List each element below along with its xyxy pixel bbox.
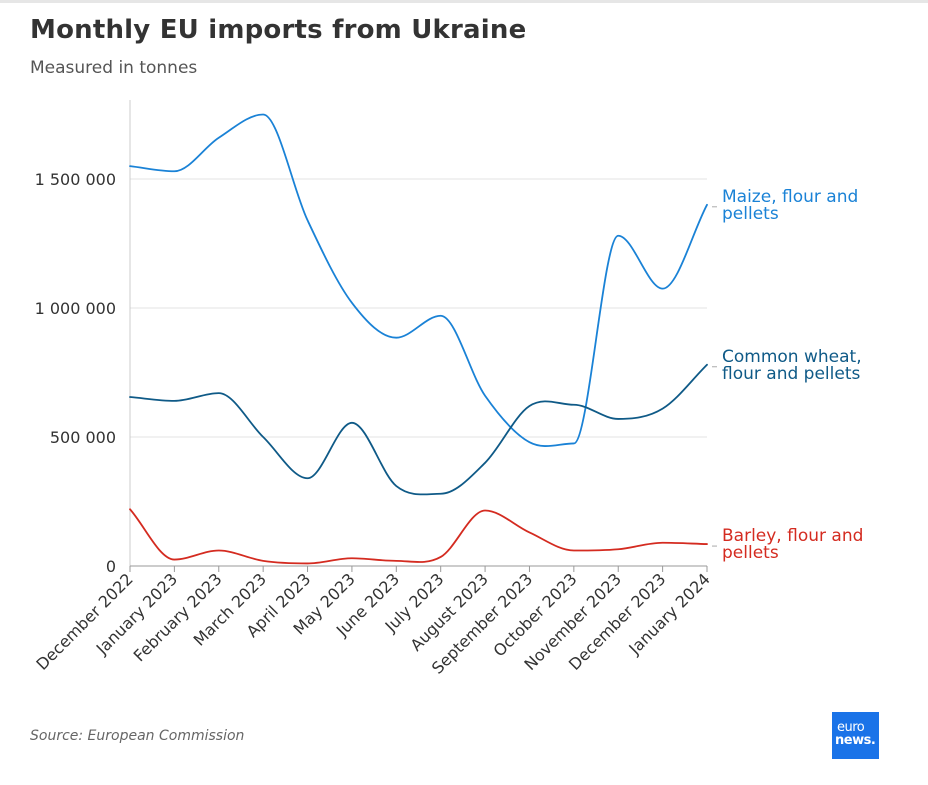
top-border [0, 0, 928, 3]
chart-subtitle: Measured in tonnes [30, 58, 198, 78]
series-line-common-wheat [129, 363, 708, 496]
euronews-logo: euro news. [832, 712, 879, 759]
series-label-line: Maize, flour and [722, 187, 858, 207]
series-label-barley: Barley, flour and pellets [722, 526, 863, 563]
y-tick-label: 1 500 000 [35, 170, 116, 189]
series-line-barley [129, 508, 708, 565]
series-label-line: flour and pellets [722, 364, 860, 384]
series-label-line: Barley, flour and [722, 526, 863, 546]
logo-text-line1: euro [837, 720, 865, 735]
logo-text-line2: news. [835, 733, 876, 748]
series-label-common-wheat: Common wheat, flour and pellets [722, 347, 862, 384]
source-note: Source: European Commission [30, 728, 245, 744]
series-label-line: pellets [722, 543, 779, 563]
series-label-line: pellets [722, 204, 779, 224]
series-line-maize [129, 113, 708, 447]
chart-title: Monthly EU imports from Ukraine [30, 15, 527, 45]
y-tick-label: 500 000 [50, 428, 116, 447]
series-label-line: Common wheat, [722, 347, 862, 367]
series-label-maize: Maize, flour and pellets [722, 187, 858, 224]
y-tick-label: 1 000 000 [35, 299, 116, 318]
y-tick-label: 0 [106, 557, 116, 576]
